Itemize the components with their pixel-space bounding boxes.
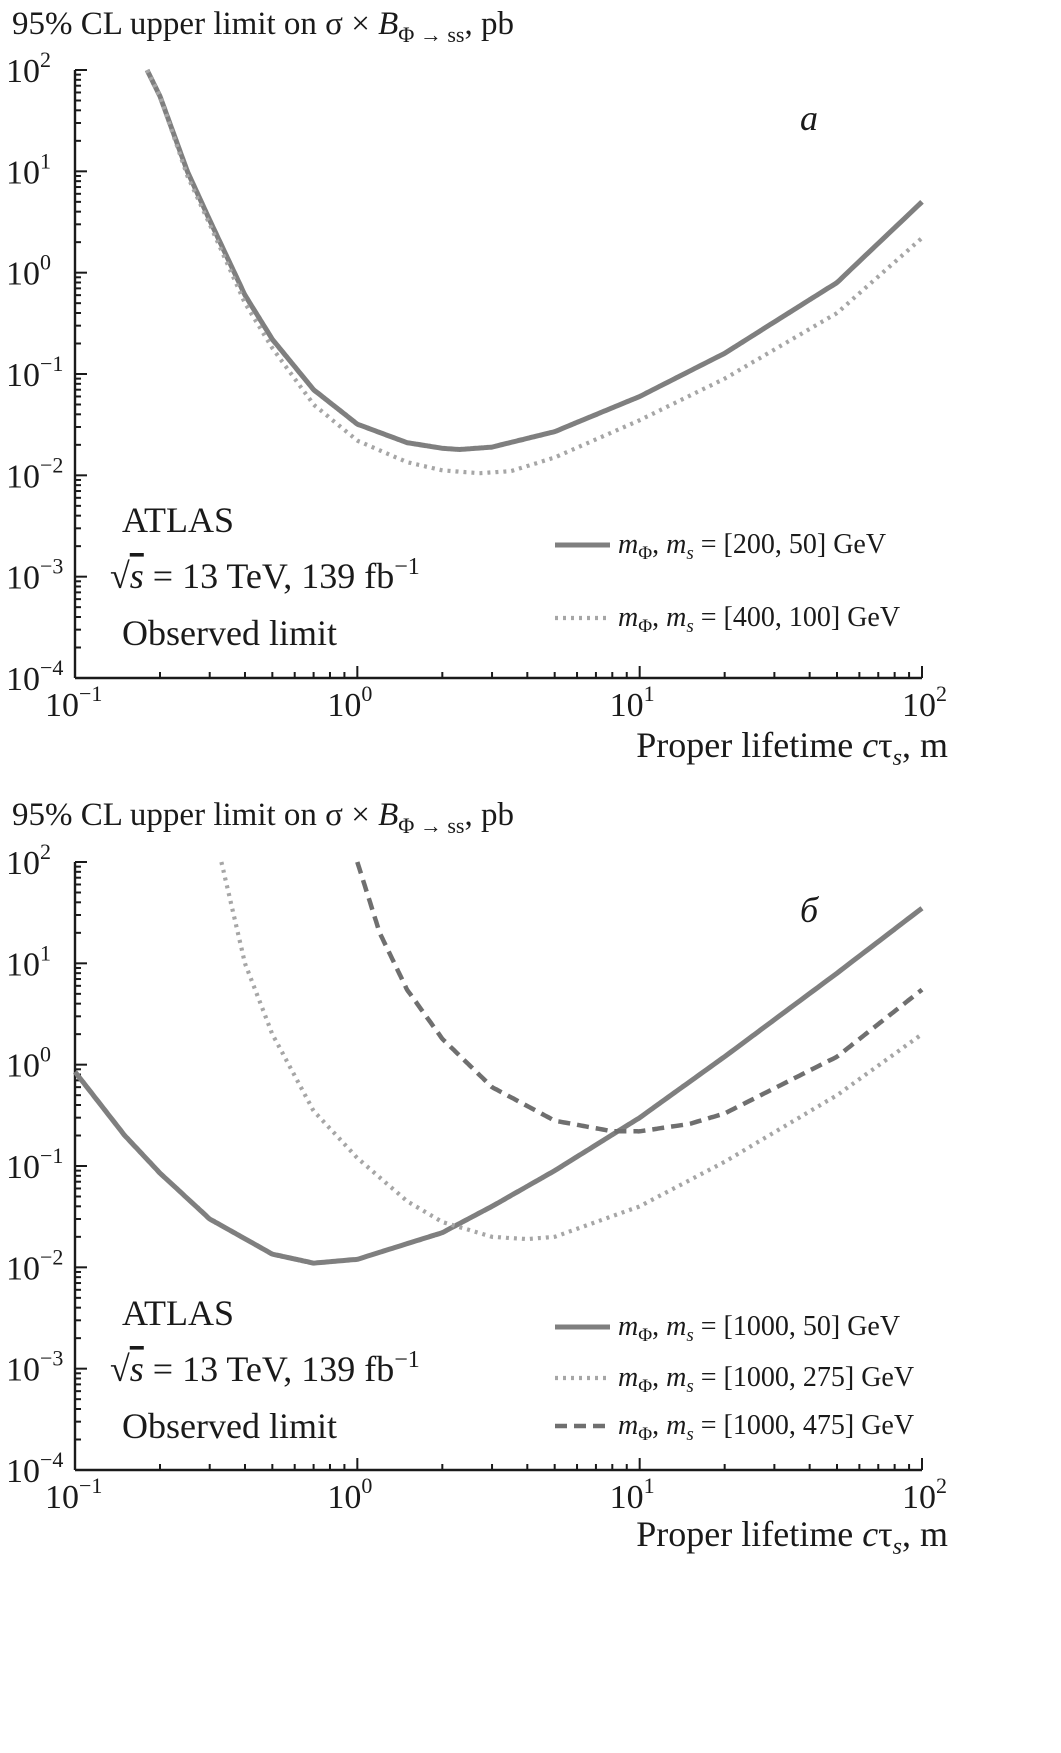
x-axis-label: Proper lifetime cτs, m xyxy=(636,1514,948,1560)
observed-limit-label: Observed limit xyxy=(122,613,337,653)
y-tick-label: 102 xyxy=(6,47,51,90)
chart-title: 95% CL upper limit on σ × BΦ → ss, pb xyxy=(12,6,514,47)
observed-limit-label: Observed limit xyxy=(122,1406,337,1446)
chart-title: 95% CL upper limit on σ × BΦ → ss, pb xyxy=(12,797,514,838)
series-line-dotted xyxy=(219,861,924,1242)
x-axis-label: Proper lifetime cτs, m xyxy=(636,725,948,771)
x-tick-label: 102 xyxy=(902,681,947,724)
y-tick-label: 10−4 xyxy=(6,655,63,698)
y-tick-label: 100 xyxy=(6,250,51,293)
x-tick-label: 101 xyxy=(610,681,655,724)
y-tick-label: 10−1 xyxy=(6,351,63,394)
y-tick-label: 10−2 xyxy=(6,452,63,495)
experiment-label: ATLAS xyxy=(122,1293,234,1333)
series-line-dashed xyxy=(355,861,924,1134)
panel-letter: a xyxy=(800,98,818,138)
y-tick-label: 10−1 xyxy=(6,1143,63,1186)
legend-label: mΦ, ms = [1000, 475] GeV xyxy=(618,1410,914,1445)
x-tick-label: 101 xyxy=(610,1473,655,1516)
y-tick-label: 100 xyxy=(6,1042,51,1085)
y-tick-label: 10−4 xyxy=(6,1447,63,1490)
x-tick-label: 102 xyxy=(902,1473,947,1516)
legend-label: mΦ, ms = [400, 100] GeV xyxy=(618,602,900,637)
y-tick-label: 101 xyxy=(6,940,51,983)
legend-label: mΦ, ms = [1000, 50] GeV xyxy=(618,1311,900,1346)
series-line-solid xyxy=(73,906,924,1266)
legend-label: mΦ, ms = [1000, 275] GeV xyxy=(618,1362,914,1397)
y-tick-label: 10−3 xyxy=(6,554,63,597)
x-tick-label: 10−1 xyxy=(45,1473,102,1516)
legend-label: mΦ, ms = [200, 50] GeV xyxy=(618,529,886,564)
x-tick-label: 100 xyxy=(327,1473,372,1516)
x-tick-label: 100 xyxy=(327,681,372,724)
y-tick-label: 102 xyxy=(6,839,51,882)
series-line-dotted xyxy=(145,69,924,476)
experiment-label: ATLAS xyxy=(122,500,234,540)
x-tick-label: 10−1 xyxy=(45,681,102,724)
energy-label: √s = 13 TeV, 139 fb−1 xyxy=(110,1347,420,1389)
y-tick-label: 10−2 xyxy=(6,1244,63,1287)
panel-letter: б xyxy=(800,890,820,930)
energy-label: √s = 13 TeV, 139 fb−1 xyxy=(110,554,420,596)
y-tick-label: 10−3 xyxy=(6,1346,63,1389)
y-tick-label: 101 xyxy=(6,148,51,191)
